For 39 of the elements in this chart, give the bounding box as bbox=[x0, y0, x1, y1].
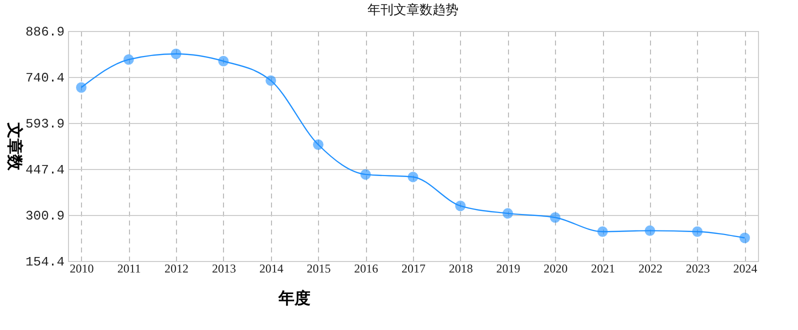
x-tick-label: 2010 bbox=[70, 262, 94, 276]
point bbox=[550, 212, 560, 223]
x-tick-label: 2018 bbox=[448, 262, 473, 276]
point bbox=[312, 139, 324, 150]
point bbox=[597, 226, 608, 237]
y-tick-label: 886.9 bbox=[25, 24, 64, 40]
x-tick-label: 2021 bbox=[591, 262, 616, 276]
point bbox=[739, 232, 750, 244]
point bbox=[408, 172, 418, 182]
x-tick-label: 2011 bbox=[117, 262, 141, 276]
point bbox=[218, 56, 229, 66]
x-tick-label: 2019 bbox=[496, 262, 520, 276]
chart-title: 年刊文章数趋势 bbox=[368, 2, 458, 17]
point bbox=[170, 48, 182, 60]
y-tick-label: 154.4 bbox=[25, 254, 65, 270]
point bbox=[502, 208, 514, 219]
x-tick-label: 2012 bbox=[164, 262, 189, 276]
point bbox=[360, 169, 371, 180]
x-tick-label: 2016 bbox=[354, 262, 378, 276]
y-tick-label: 300.9 bbox=[25, 208, 64, 224]
x-tick-label: 2020 bbox=[544, 262, 568, 276]
point bbox=[644, 225, 656, 236]
point bbox=[123, 54, 134, 65]
x-tick-label: 2015 bbox=[306, 262, 331, 276]
x-tick-label: 2013 bbox=[212, 262, 236, 276]
point bbox=[76, 82, 87, 93]
y-tick-label: 447.4 bbox=[25, 162, 65, 178]
point bbox=[266, 75, 276, 86]
x-tick-label: 2024 bbox=[733, 262, 758, 276]
y-tick-label: 593.9 bbox=[25, 116, 64, 132]
x-tick-label: 2022 bbox=[638, 262, 662, 276]
x-tick-label: 2014 bbox=[259, 262, 284, 276]
point bbox=[692, 226, 703, 237]
x-tick-label: 2017 bbox=[402, 262, 426, 276]
x-axis-title: 年度 bbox=[278, 288, 310, 308]
x-tick-label: 2023 bbox=[686, 262, 710, 276]
y-tick-label: 740.4 bbox=[25, 70, 65, 86]
y-axis-title: 文章数 bbox=[6, 122, 24, 172]
point bbox=[455, 200, 466, 212]
